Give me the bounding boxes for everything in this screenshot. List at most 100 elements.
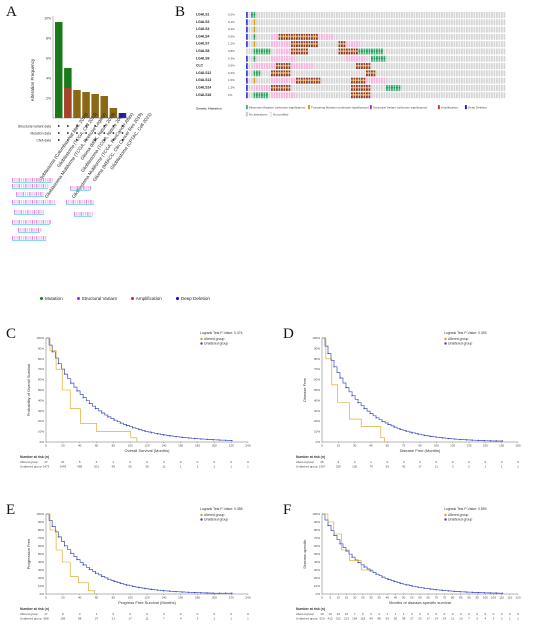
oncoprint-mut-mark: [283, 35, 286, 38]
panel-a-bar: [55, 22, 63, 118]
km-risk-value: 1: [247, 617, 249, 621]
oncoprint-alteration: [276, 48, 278, 55]
oncoprint-cell: [258, 26, 261, 33]
oncoprint-cell: [303, 70, 306, 77]
panel-a-artifact-mark: [36, 220, 38, 224]
km-censor-mark: [224, 592, 227, 594]
oncoprint-cell: [426, 55, 428, 62]
km-xtick: 30: [353, 444, 357, 448]
gene-percent: 1.6%: [228, 78, 235, 82]
oncoprint-cell: [473, 85, 476, 91]
panel-a-artifact-mark: [40, 178, 42, 182]
panel-a-artifact-mark: [20, 184, 23, 188]
km-ylabel: Probability of Overall Survival: [26, 364, 31, 416]
km-censor-mark: [156, 433, 159, 435]
panel-a-artifact-mark: [42, 184, 45, 188]
panel-a-artifact-mark: [45, 236, 47, 240]
oncoprint-cell: [263, 77, 266, 84]
panel-a-artifact-mark: [14, 220, 16, 224]
oncoprint-cell: [503, 85, 506, 91]
oncoprint-cell: [433, 92, 436, 99]
km-risk-value: 588: [43, 617, 48, 621]
oncoprint-cell: [371, 92, 373, 99]
oncoprint-cell: [293, 12, 296, 18]
oncoprint-cell: [491, 12, 493, 18]
panel-a-row-label: CNA data: [36, 139, 51, 143]
km-xtick: 90: [467, 596, 471, 600]
oncoprint-cell: [458, 77, 461, 84]
km-risk-value: 11: [451, 617, 454, 621]
oncoprint-cell: [336, 33, 338, 40]
panel-a-artifact-mark: [18, 210, 20, 214]
oncoprint-alteration: [288, 77, 291, 84]
oncoprint-alteration: [246, 55, 248, 62]
km-xtick: 120: [144, 596, 149, 600]
km-risk-value: 0: [444, 612, 446, 616]
oncoprint-cell: [403, 19, 406, 26]
oncoprint-cell: [278, 19, 281, 26]
km-risk-value: 99: [112, 465, 116, 469]
oncoprint-cell: [498, 63, 501, 69]
oncoprint-cell: [441, 26, 443, 33]
oncoprint-mut-mark: [356, 64, 358, 67]
gene-percent: 0.3%: [228, 56, 235, 60]
oncoprint-cell: [483, 85, 486, 91]
km-ytick: 90%: [38, 520, 44, 524]
km-xtick: 5: [329, 596, 331, 600]
oncoprint-cell: [326, 77, 328, 84]
oncoprint-alteration: [376, 77, 378, 84]
oncoprint-cell: [458, 19, 461, 26]
oncoprint-cell: [333, 92, 336, 99]
km-ytick: 40%: [314, 398, 320, 402]
oncoprint-cell: [488, 41, 491, 48]
panel-a-artifact-mark: [14, 200, 16, 204]
oncoprint-cell: [446, 85, 448, 91]
km-risk-value: 520: [319, 617, 324, 621]
panel-a-artifact-mark: [26, 228, 29, 232]
oncoprint-cell: [333, 77, 336, 84]
oncoprint-cell: [436, 12, 438, 18]
km-curve-unaltered: [322, 513, 503, 594]
oncoprint-cell: [396, 77, 398, 84]
oncoprint-cell: [386, 19, 388, 26]
km-censor-mark: [193, 437, 196, 440]
oncoprint-mut-mark: [366, 72, 368, 74]
km-censor-mark: [57, 363, 60, 365]
oncoprint-cell: [501, 55, 503, 62]
oncoprint-cell: [311, 12, 313, 18]
oncoprint-cell: [268, 26, 271, 33]
oncoprint-cell: [501, 26, 503, 33]
oncoprint-cell: [398, 55, 401, 62]
panel-a-artifact-mark: [14, 210, 16, 214]
km-censor-mark: [369, 570, 371, 572]
oncoprint-cell: [346, 19, 348, 26]
oncoprint-cell: [476, 85, 478, 91]
oncoprint-cell: [318, 48, 321, 55]
oncoprint-alteration: [278, 77, 281, 84]
oncoprint-cell: [343, 55, 346, 62]
oncoprint-cell: [343, 33, 346, 40]
panel-a-artifact-mark: [34, 184, 36, 188]
oncoprint-cell: [448, 48, 451, 55]
oncoprint-cell: [411, 92, 413, 99]
oncoprint-cell: [486, 77, 488, 84]
oncoprint-cell: [438, 26, 441, 33]
oncoprint-cell: [473, 33, 476, 40]
panel-a-artifact-mark: [23, 220, 25, 224]
km-censor-mark: [471, 439, 473, 441]
oncoprint-cell: [301, 85, 303, 91]
oncoprint-cell: [471, 26, 473, 33]
oncoprint-cell: [421, 92, 423, 99]
oncoprint-cell: [468, 92, 471, 99]
oncoprint-mut-mark: [363, 94, 366, 96]
oncoprint-cell: [291, 70, 293, 77]
oncoprint-cell: [313, 70, 316, 77]
oncoprint-cell: [461, 48, 463, 55]
km-risk-row-label: Unaltered group: [20, 617, 42, 621]
km-censor-mark: [88, 568, 91, 571]
panel-a-artifact-mark: [22, 228, 24, 232]
km-xtick: 20: [61, 444, 65, 448]
oncoprint-cell: [326, 92, 328, 99]
panel-a-artifact-mark: [40, 228, 42, 232]
oncoprint-cell: [381, 70, 383, 77]
